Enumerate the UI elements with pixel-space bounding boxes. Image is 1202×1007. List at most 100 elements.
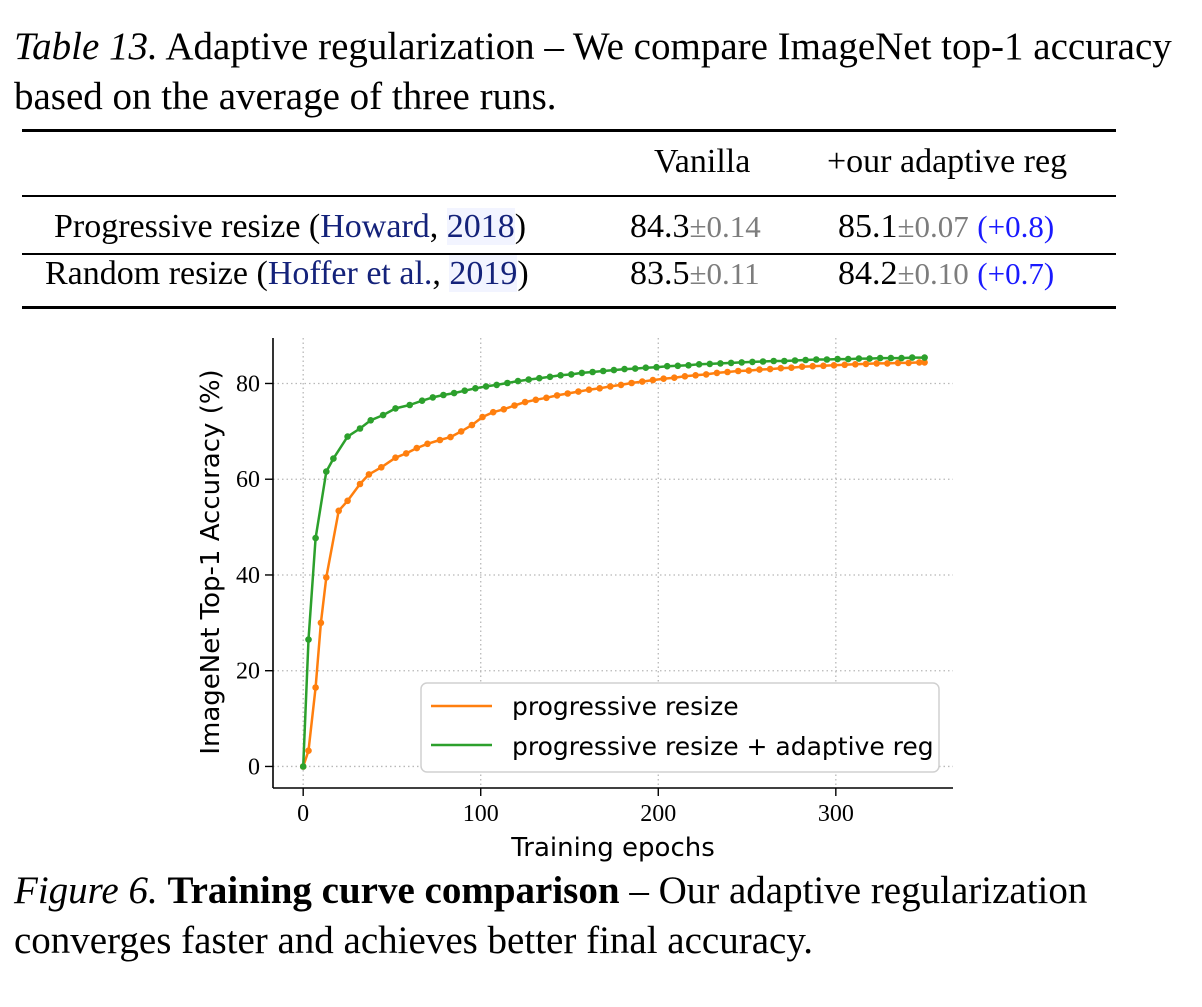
x-tick-label: 0 [297,801,309,827]
table-caption: Table 13. Adaptive regularization – We c… [14,22,1174,122]
data-point [589,368,596,376]
data-point [663,362,671,370]
data-point [392,454,399,462]
citation-year-link[interactable]: 2019 [449,255,518,292]
data-point [852,361,859,368]
data-point [681,373,689,380]
data-point [873,360,880,367]
data-point [479,413,486,421]
citation-author-link[interactable]: Howard [320,208,430,245]
data-point [660,375,667,383]
data-point [841,361,848,369]
data-point [525,376,532,383]
table-top-rule [22,129,1116,132]
data-point [788,364,795,372]
data-point [450,389,458,397]
adaptive-std: ±0.10 [897,256,969,291]
data-point [323,574,330,581]
data-point [921,354,928,361]
data-point [908,354,916,361]
data-point [489,408,497,416]
data-point [312,534,319,542]
data-point [429,394,437,401]
data-point [862,360,870,368]
data-point [916,359,923,366]
data-point [734,367,742,375]
data-point [317,619,325,627]
table-header-rule [22,195,1116,197]
header-vanilla: Vanilla [654,143,751,180]
data-point [406,401,414,409]
data-point [504,379,511,387]
citation-year-link[interactable]: 2018 [446,208,515,245]
data-point [299,763,307,770]
data-point [802,356,809,364]
adaptive-mean: 84.2 [838,255,898,292]
data-point [599,367,607,375]
data-point [617,381,625,389]
data-point [330,455,337,462]
data-point [674,362,682,370]
table-row-rule [22,253,1116,255]
data-point [472,385,479,392]
data-point [413,444,421,452]
data-point [745,367,753,374]
data-point [447,433,454,441]
data-point [482,383,490,390]
adaptive-value: 85.1±0.07 (+0.8) [838,207,1054,247]
y-tick-label: 80 [236,371,260,397]
x-tick-label: 100 [463,801,499,827]
data-point [344,433,351,440]
adaptive-std: ±0.07 [897,209,969,244]
method-name: Progressive resize [54,208,301,245]
vanilla-std: ±0.14 [689,209,761,244]
training-curve-chart: 0 100 200 300 0 20 40 60 80 Training epochs Imag… [196,338,953,863]
data-point [766,365,774,373]
data-point [440,391,447,399]
y-axis-label: ImageNet Top-1 Accuracy (%) [196,369,226,754]
data-point [564,390,571,397]
data-point [305,636,312,643]
data-point [575,388,582,395]
table-caption-text: Adaptive regularization – We compare Ima… [14,25,1172,118]
data-point [457,428,465,435]
data-point [706,360,714,368]
series-group [299,354,928,770]
data-point [578,369,586,377]
x-tick-label: 300 [818,801,854,827]
data-point [461,387,469,395]
adaptive-value: 84.2±0.10 (+0.7) [838,254,1054,294]
adaptive-mean: 85.1 [838,208,898,245]
data-point [367,417,375,424]
data-point [500,406,508,413]
data-point [717,360,724,367]
legend: progressive resize progressive resize + … [420,682,940,773]
citation-author-link[interactable]: Hoffer et al. [267,255,433,292]
data-point [514,377,522,385]
legend-label-adaptive: progressive resize + adaptive reg [512,732,934,761]
table-bottom-rule [22,306,1116,309]
data-point [738,359,745,366]
data-point [823,356,831,363]
data-point [921,359,928,366]
data-point [392,405,399,412]
data-point [702,371,710,378]
figure-caption: Figure 6. Training curve comparison – Ou… [14,866,1174,966]
data-point [323,468,330,475]
data-point [649,376,657,384]
data-point [553,392,561,399]
series-progressive-resize [299,359,928,770]
data-point [820,362,827,370]
table-label: Table 13. [14,25,158,68]
data-point [884,360,891,367]
data-point [887,354,895,362]
x-axis-label: Training epochs [510,833,715,863]
data-point [511,402,518,409]
data-point [844,355,852,363]
data-point [756,366,763,373]
data-point [898,354,905,362]
data-point [335,507,343,515]
data-point [685,362,692,369]
data-point [749,358,756,366]
data-point [695,361,703,368]
